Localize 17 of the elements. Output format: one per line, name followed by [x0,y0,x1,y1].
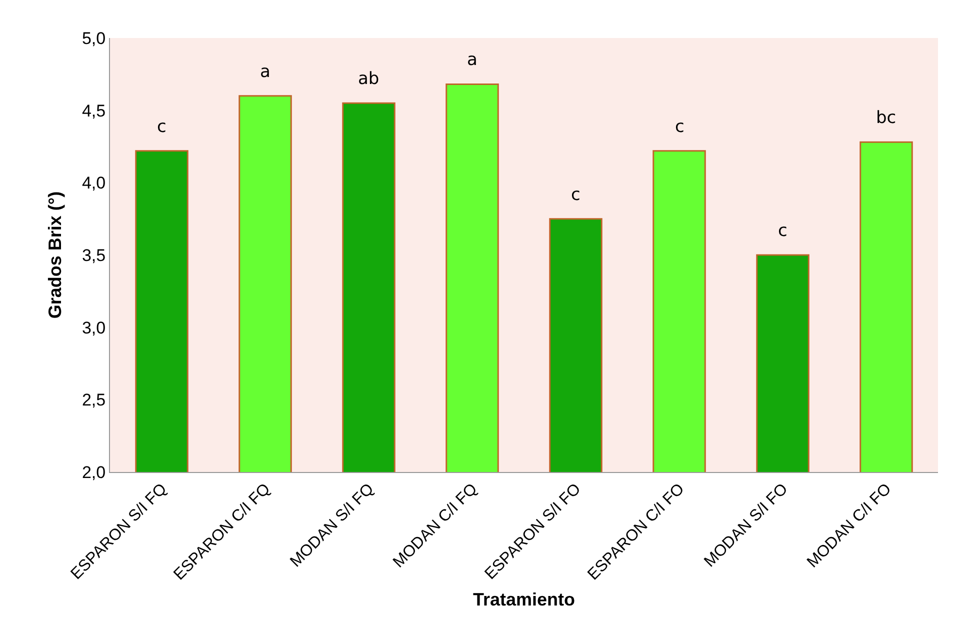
annotation: c [675,117,684,137]
y-tick-label: 3,5 [82,246,106,265]
annotation: c [157,117,166,137]
annotation: a [260,62,270,82]
annotation: bc [876,108,896,128]
annotation: ab [358,69,380,89]
y-tick-label: 2,5 [82,390,106,410]
y-tick-label: 3,0 [82,318,106,338]
y-tick-label: 4,5 [82,101,106,120]
annotation: a [467,50,478,70]
annotation: c [778,221,788,241]
y-tick-label: 2,0 [82,462,106,482]
annotation: c [571,185,580,205]
y-tick-label: 5,0 [82,28,106,48]
x-axis-title: Tratamiento [472,590,576,610]
y-axis-title: Grados Brix (°) [45,191,66,319]
y-tick-label: 4,0 [82,174,106,193]
